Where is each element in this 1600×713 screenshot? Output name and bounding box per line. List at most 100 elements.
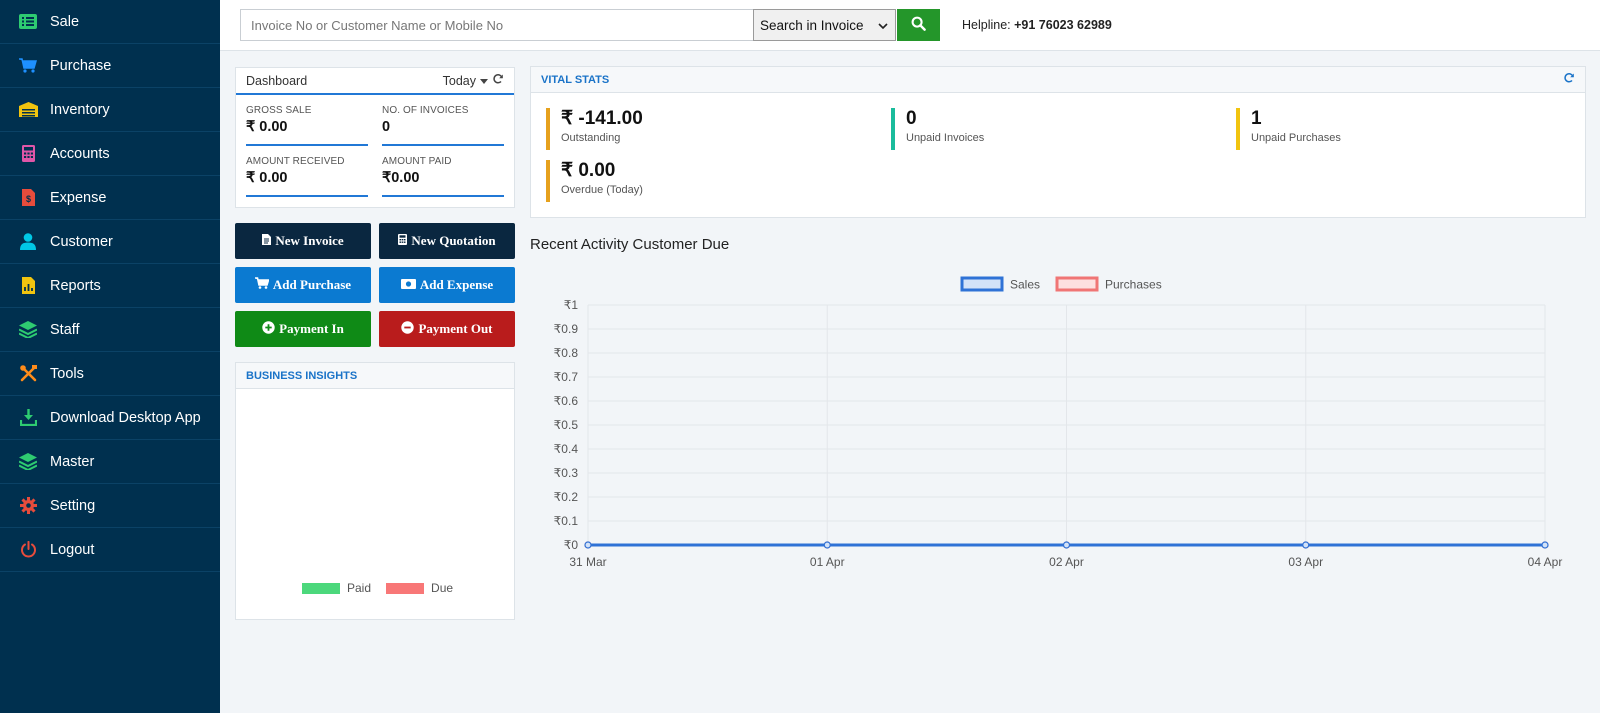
payment-in-label: Payment In: [279, 321, 344, 336]
invoice-dollar-icon: $: [18, 188, 38, 208]
sidebar-item-label: Tools: [50, 365, 84, 382]
sidebar-item-reports[interactable]: Reports: [0, 264, 220, 308]
y-tick-label: ₹0.1: [554, 514, 579, 528]
sidebar-item-label: Accounts: [50, 145, 110, 162]
legend-swatch-sales[interactable]: [960, 276, 1004, 292]
list-icon: [18, 12, 38, 32]
period-value: Today: [442, 73, 476, 88]
period-selector[interactable]: Today: [443, 73, 504, 88]
user-icon: [18, 232, 38, 252]
y-tick-label: ₹0.3: [554, 466, 579, 480]
sidebar-item-label: Purchase: [50, 57, 112, 74]
data-point-sales[interactable]: [1302, 541, 1310, 549]
sidebar-item-label: Setting: [50, 497, 96, 514]
x-tick-label: 04 Apr: [1528, 555, 1563, 569]
sidebar-item-purchase[interactable]: Purchase: [0, 44, 220, 88]
new-invoice-label: New Invoice: [275, 233, 344, 248]
stat-no-of-invoices: NO. OF INVOICES 0: [382, 95, 504, 146]
y-tick-label: ₹0.2: [554, 490, 579, 504]
x-tick-label: 03 Apr: [1288, 555, 1323, 569]
refresh-icon[interactable]: [492, 73, 504, 88]
file-icon: [262, 233, 272, 249]
vital-unpaid-invoices-value: 0: [906, 108, 917, 129]
sidebar-item-setting[interactable]: Setting: [0, 484, 220, 528]
y-tick-label: ₹0.5: [554, 418, 579, 432]
sidebar-item-label: Download Desktop App: [50, 409, 201, 426]
legend-swatch-paid[interactable]: [302, 582, 340, 594]
warehouse-icon: [18, 100, 38, 120]
sidebar-item-staff[interactable]: Staff: [0, 308, 220, 352]
sidebar-item-label: Master: [50, 453, 95, 470]
sidebar-item-label: Inventory: [50, 101, 110, 118]
vital-stats-card: VITAL STATS ₹ -141.00 Outstanding 0 Unpa…: [530, 66, 1586, 218]
sidebar-item-customer[interactable]: Customer: [0, 220, 220, 264]
search-input[interactable]: [240, 9, 755, 41]
new-quotation-button[interactable]: New Quotation: [379, 223, 515, 259]
helpline: Helpline: +91 76023 62989: [962, 18, 1112, 32]
cart-icon: [18, 56, 38, 76]
power-icon: [18, 540, 38, 560]
dashboard-card: Dashboard Today GROSS SALE ₹ 0.00 NO. OF …: [235, 67, 515, 208]
stat-label: NO. OF INVOICES: [382, 105, 469, 116]
calculator-icon: [398, 233, 408, 249]
sidebar-item-label: Sale: [50, 13, 80, 30]
data-point-sales[interactable]: [1062, 541, 1071, 549]
sidebar-item-tools[interactable]: Tools: [0, 352, 220, 396]
legend-label-due: Due: [431, 581, 454, 595]
new-quotation-label: New Quotation: [411, 233, 496, 248]
legend-swatch-due[interactable]: [386, 582, 425, 594]
add-expense-button[interactable]: Add Expense: [379, 267, 515, 303]
payment-in-button[interactable]: Payment In: [235, 311, 371, 347]
stat-value: ₹ 0.00: [246, 119, 288, 135]
add-purchase-label: Add Purchase: [272, 277, 352, 292]
helpline-number: +91 76023 62989: [1014, 18, 1112, 32]
search-icon: [911, 16, 926, 34]
dashboard-title: Dashboard: [246, 73, 308, 88]
data-point-sales[interactable]: [823, 541, 831, 549]
insights-legend: Paid Due: [302, 581, 453, 595]
y-tick-label: ₹0.4: [554, 442, 579, 456]
refresh-icon[interactable]: [1563, 72, 1575, 87]
stat-value: ₹0.00: [382, 170, 420, 186]
sidebar: Sale Purchase Inventory Accounts $ Expense Cus…: [0, 0, 220, 713]
chevron-down-icon: [878, 19, 888, 34]
vital-unpaid-purchases-value: 1: [1251, 108, 1262, 129]
y-tick-label: ₹0.8: [554, 346, 579, 360]
stat-label: AMOUNT PAID: [382, 156, 452, 167]
legend-swatch-purchases[interactable]: [1055, 276, 1099, 292]
search-button[interactable]: [897, 9, 940, 41]
payment-out-button[interactable]: Payment Out: [379, 311, 515, 347]
top-bar: Search in Invoice Helpline: +91 76023 62…: [220, 0, 1600, 51]
plus-circle-icon: [262, 320, 275, 338]
sidebar-item-inventory[interactable]: Inventory: [0, 88, 220, 132]
sidebar-item-download-desktop-app[interactable]: Download Desktop App: [0, 396, 220, 440]
x-tick-label: 02 Apr: [1049, 555, 1084, 569]
vital-overdue: ₹ 0.00 Overdue (Today): [546, 160, 643, 202]
stat-value: ₹ 0.00: [246, 170, 288, 186]
legend-label-sales: Sales: [1010, 278, 1040, 292]
helpline-label: Helpline:: [962, 18, 1011, 32]
add-purchase-button[interactable]: Add Purchase: [235, 267, 371, 303]
sidebar-item-sale[interactable]: Sale: [0, 0, 220, 44]
business-insights-header: BUSINESS INSIGHTS: [236, 363, 514, 389]
sidebar-item-expense[interactable]: $ Expense: [0, 176, 220, 220]
vital-stats-title: VITAL STATS: [541, 73, 610, 86]
data-point-sales[interactable]: [1541, 541, 1549, 549]
layers-icon: [18, 452, 38, 472]
report-file-icon: [18, 276, 38, 296]
x-tick-label: 01 Apr: [810, 555, 845, 569]
svg-text:$: $: [25, 194, 30, 204]
sidebar-item-master[interactable]: Master: [0, 440, 220, 484]
stat-label: AMOUNT RECEIVED: [246, 156, 345, 167]
sidebar-item-logout[interactable]: Logout: [0, 528, 220, 572]
data-point-sales[interactable]: [584, 541, 592, 549]
cart-icon: [254, 277, 270, 293]
y-tick-label: ₹0.7: [554, 370, 579, 384]
business-insights-card: BUSINESS INSIGHTS Paid Due: [235, 362, 515, 620]
x-tick-label: 31 Mar: [569, 555, 606, 569]
sidebar-item-accounts[interactable]: Accounts: [0, 132, 220, 176]
legend-label-purchases: Purchases: [1105, 278, 1162, 292]
stat-amount-paid: AMOUNT PAID ₹0.00: [382, 146, 504, 197]
new-invoice-button[interactable]: New Invoice: [235, 223, 371, 259]
search-scope-select[interactable]: Search in Invoice: [753, 9, 896, 41]
